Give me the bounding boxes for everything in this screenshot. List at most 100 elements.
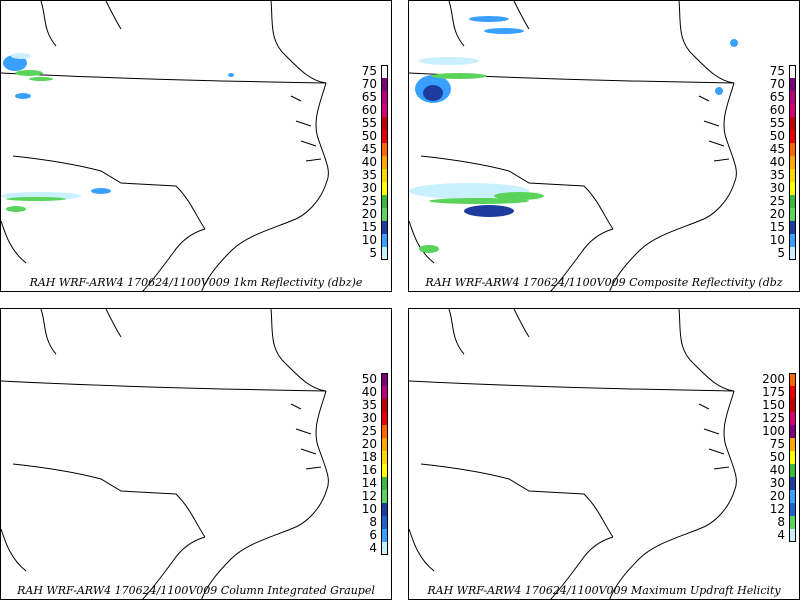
- colorbar-swatch: [789, 438, 796, 451]
- colorbar-swatch: [381, 234, 388, 247]
- colorbar-swatch: [789, 373, 796, 386]
- colorbar-label: 35: [361, 398, 377, 412]
- colorbar-entry: 25: [353, 425, 389, 438]
- colorbar-entry: 60: [353, 104, 389, 117]
- colorbar-swatch: [789, 412, 796, 425]
- state-map: [409, 309, 737, 599]
- colorbar-label: 8: [369, 515, 377, 529]
- colorbar-entry: 150: [761, 399, 797, 412]
- colorbar-swatch: [381, 373, 388, 386]
- colorbar-label: 175: [762, 385, 785, 399]
- colorbar: 200 175 150 125 100 75 50 40 30 20 12 8 4: [761, 373, 797, 542]
- colorbar-swatch: [381, 516, 388, 529]
- colorbar-entry: 35: [353, 169, 389, 182]
- colorbar-swatch: [789, 425, 796, 438]
- colorbar-swatch: [381, 425, 388, 438]
- colorbar-entry: 200: [761, 373, 797, 386]
- colorbar-entry: 30: [353, 412, 389, 425]
- colorbar-label: 20: [769, 207, 785, 221]
- colorbar-label: 18: [361, 450, 377, 464]
- colorbar-label: 16: [361, 463, 377, 477]
- colorbar-swatch: [381, 130, 388, 143]
- colorbar-swatch: [381, 386, 388, 399]
- colorbar-label: 15: [361, 220, 377, 234]
- colorbar-swatch: [789, 529, 796, 542]
- colorbar-entry: 75: [761, 438, 797, 451]
- colorbar-label: 45: [361, 142, 377, 156]
- colorbar-entry: 20: [353, 438, 389, 451]
- colorbar-swatch: [381, 412, 388, 425]
- colorbar-label: 30: [769, 476, 785, 490]
- colorbar-label: 10: [361, 233, 377, 247]
- colorbar-label: 12: [361, 489, 377, 503]
- colorbar-label: 25: [361, 424, 377, 438]
- colorbar-swatch: [789, 143, 796, 156]
- panel-caption: RAH WRF-ARW4 170624/1100V009 Column Inte…: [17, 584, 375, 597]
- colorbar-label: 65: [361, 90, 377, 104]
- colorbar-label: 50: [361, 372, 377, 386]
- colorbar-entry: 15: [761, 221, 797, 234]
- colorbar-label: 40: [361, 385, 377, 399]
- colorbar-label: 4: [369, 541, 377, 555]
- colorbar-entry: 35: [353, 399, 389, 412]
- colorbar-entry: 8: [761, 516, 797, 529]
- colorbar-entry: 40: [761, 464, 797, 477]
- colorbar-entry: 8: [353, 516, 389, 529]
- colorbar-label: 40: [361, 155, 377, 169]
- colorbar-label: 55: [361, 116, 377, 130]
- colorbar-label: 4: [777, 528, 785, 542]
- colorbar-entry: 125: [761, 412, 797, 425]
- colorbar-swatch: [789, 156, 796, 169]
- colorbar-entry: 35: [761, 169, 797, 182]
- colorbar-label: 35: [769, 168, 785, 182]
- colorbar-swatch: [789, 386, 796, 399]
- colorbar-swatch: [789, 117, 796, 130]
- colorbar-swatch: [789, 221, 796, 234]
- colorbar-label: 10: [361, 502, 377, 516]
- colorbar-label: 50: [769, 450, 785, 464]
- colorbar-label: 30: [361, 181, 377, 195]
- colorbar-swatch: [381, 182, 388, 195]
- panel-caption: RAH WRF-ARW4 170624/1100V009 1km Reflect…: [29, 276, 363, 289]
- colorbar-label: 30: [361, 411, 377, 425]
- colorbar-swatch: [381, 542, 388, 555]
- colorbar-swatch: [381, 195, 388, 208]
- colorbar-label: 35: [361, 168, 377, 182]
- colorbar: 75 70 65 60 55 50 45 40 35 30 25 20 15 10 5: [353, 65, 389, 260]
- colorbar: 75 70 65 60 55 50 45 40 35 30 25 20 15 10 5: [761, 65, 797, 260]
- colorbar-entry: 6: [353, 529, 389, 542]
- colorbar-label: 40: [769, 463, 785, 477]
- colorbar-entry: 175: [761, 386, 797, 399]
- colorbar-swatch: [381, 438, 388, 451]
- panel-1km-reflectivity: 75 70 65 60 55 50 45 40 35 30 25 20 15 10 5 RAH WRF-AR…: [0, 0, 392, 292]
- colorbar-entry: 65: [353, 91, 389, 104]
- colorbar-entry: 10: [353, 503, 389, 516]
- colorbar-label: 65: [769, 90, 785, 104]
- colorbar-label: 15: [769, 220, 785, 234]
- colorbar-label: 25: [769, 194, 785, 208]
- colorbar-label: 6: [369, 528, 377, 542]
- colorbar-entry: 30: [761, 477, 797, 490]
- colorbar-entry: 45: [353, 143, 389, 156]
- state-map: [409, 1, 738, 291]
- colorbar-swatch: [789, 78, 796, 91]
- colorbar-swatch: [789, 208, 796, 221]
- colorbar-label: 10: [769, 233, 785, 247]
- colorbar-swatch: [789, 247, 796, 260]
- colorbar-swatch: [381, 529, 388, 542]
- colorbar-label: 50: [769, 129, 785, 143]
- colorbar-entry: 20: [761, 208, 797, 221]
- colorbar-entry: 30: [353, 182, 389, 195]
- colorbar-entry: 5: [761, 247, 797, 260]
- colorbar-label: 45: [769, 142, 785, 156]
- colorbar-entry: 40: [761, 156, 797, 169]
- colorbar-swatch: [381, 399, 388, 412]
- panel-composite-reflectivity: 75 70 65 60 55 50 45 40 35 30 25 20 15 10 5 RAH WRF-AR…: [408, 0, 800, 292]
- colorbar-label: 50: [361, 129, 377, 143]
- colorbar-entry: 16: [353, 464, 389, 477]
- colorbar-label: 40: [769, 155, 785, 169]
- colorbar-swatch: [789, 503, 796, 516]
- colorbar-entry: 50: [761, 130, 797, 143]
- colorbar-entry: 20: [353, 208, 389, 221]
- colorbar-swatch: [381, 169, 388, 182]
